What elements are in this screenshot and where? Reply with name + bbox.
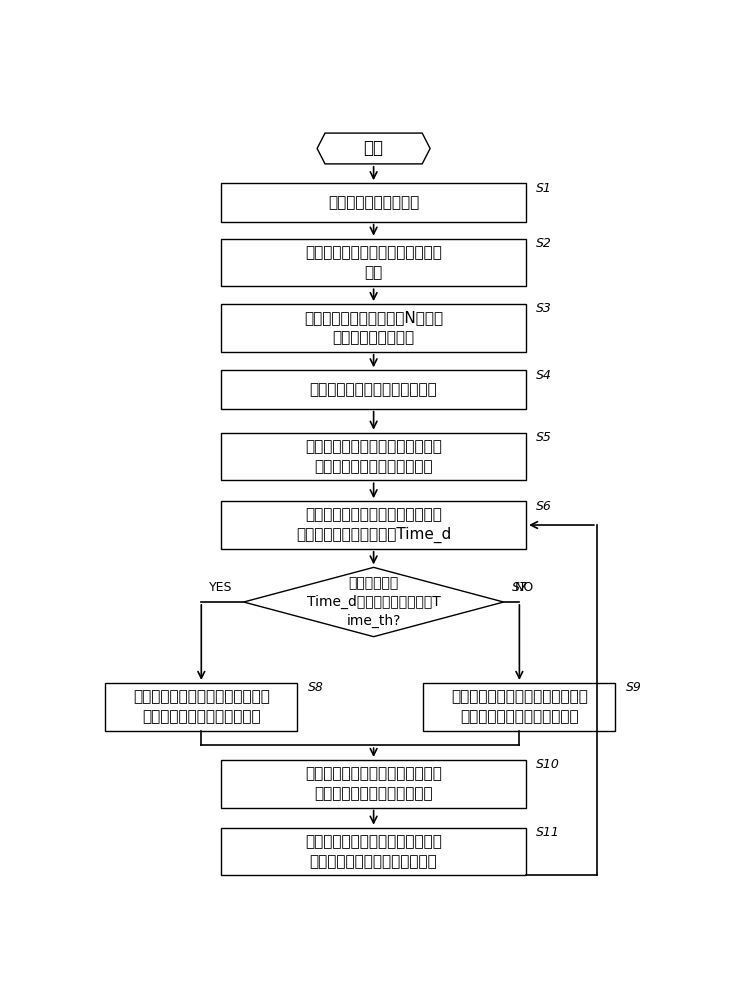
FancyBboxPatch shape xyxy=(221,760,526,808)
FancyBboxPatch shape xyxy=(221,828,526,875)
FancyBboxPatch shape xyxy=(105,683,297,731)
FancyBboxPatch shape xyxy=(221,183,526,222)
FancyBboxPatch shape xyxy=(221,433,526,480)
FancyBboxPatch shape xyxy=(221,304,526,352)
Text: 终端估计各跟踪小区的定时偏差: 终端估计各跟踪小区的定时偏差 xyxy=(310,382,437,397)
Text: S3: S3 xyxy=(537,302,552,315)
Text: S5: S5 xyxy=(537,431,552,444)
Polygon shape xyxy=(243,567,504,637)
FancyBboxPatch shape xyxy=(221,501,526,549)
Text: S1: S1 xyxy=(537,182,552,195)
Text: 终端记录本次测量的小区为已测量
小区: 终端记录本次测量的小区为已测量 小区 xyxy=(305,245,442,280)
Text: 终端执行非首次测量任务，首先估
计各跟踪小区当前的定时偏差: 终端执行非首次测量任务，首先估 计各跟踪小区当前的定时偏差 xyxy=(305,439,442,474)
Text: S10: S10 xyxy=(537,758,560,771)
Text: S2: S2 xyxy=(537,237,552,250)
Text: 选择本次测量任务的所有待测小区
作为本次的测量小区进行测量: 选择本次测量任务的所有待测小区 作为本次的测量小区进行测量 xyxy=(451,689,588,724)
Text: S7: S7 xyxy=(512,581,528,594)
Text: NO: NO xyxy=(515,581,534,594)
Text: 开始: 开始 xyxy=(364,139,383,157)
Text: 终端选择信号质量最好的N个已测
量小区作为跟踪小区: 终端选择信号质量最好的N个已测 量小区作为跟踪小区 xyxy=(304,310,443,345)
FancyBboxPatch shape xyxy=(221,239,526,286)
Text: S6: S6 xyxy=(537,500,552,513)
Text: 选择本次测量任务新增的待测小区
作为本次的测量小区进行测量: 选择本次测量任务新增的待测小区 作为本次的测量小区进行测量 xyxy=(133,689,270,724)
Text: 终端执行首次测量任务: 终端执行首次测量任务 xyxy=(328,195,419,210)
Text: 终端估计各跟踪小区的定时偏差，
作为该跟踪小区的历史定时偏差: 终端估计各跟踪小区的定时偏差， 作为该跟踪小区的历史定时偏差 xyxy=(305,834,442,869)
FancyBboxPatch shape xyxy=(424,683,615,731)
Text: S11: S11 xyxy=(537,826,560,839)
Text: 计算各跟踪小区的定时偏差与该小
区的历史定时偏差的差值Time_d: 计算各跟踪小区的定时偏差与该小 区的历史定时偏差的差值Time_d xyxy=(296,507,451,543)
Text: 选择本次测量任务的所有待测小区
作为本次的测量小区进行测量: 选择本次测量任务的所有待测小区 作为本次的测量小区进行测量 xyxy=(305,766,442,801)
FancyBboxPatch shape xyxy=(221,370,526,409)
Text: 各跟踪小区的
Time_d均小于预设的门限值T
ime_th?: 各跟踪小区的 Time_d均小于预设的门限值T ime_th? xyxy=(307,576,440,628)
Text: S9: S9 xyxy=(625,681,642,694)
Polygon shape xyxy=(317,133,430,164)
Text: S8: S8 xyxy=(308,681,324,694)
Text: YES: YES xyxy=(209,581,233,594)
Text: S4: S4 xyxy=(537,369,552,382)
